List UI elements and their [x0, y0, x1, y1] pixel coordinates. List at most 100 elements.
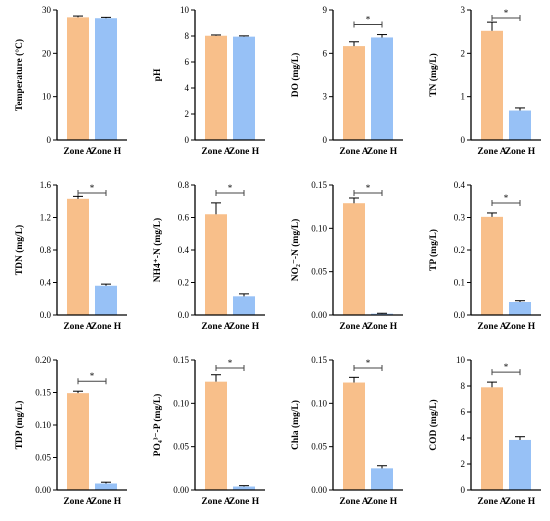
bar-zone-h: [233, 486, 255, 490]
bar-zone-h: [233, 296, 255, 315]
x-category-label: Zone A: [477, 497, 506, 507]
y-tick-label: 0.00: [311, 310, 327, 320]
significance-marker: *: [504, 362, 509, 372]
bar-zone-a: [343, 203, 365, 315]
y-tick-label: 0: [461, 485, 466, 495]
bar-zone-a: [67, 198, 89, 315]
y-tick-label: 0.00: [173, 485, 189, 495]
x-category-label: Zone A: [63, 322, 92, 332]
y-tick-label: 0: [185, 135, 190, 145]
x-category-label: Zone A: [63, 147, 92, 157]
x-category-label: Zone H: [505, 322, 536, 332]
y-axis-title: Temperature (°C): [14, 39, 25, 111]
y-axis-title: NH4⁺-N (mg/L): [152, 218, 163, 282]
significance-marker: *: [504, 8, 509, 18]
y-tick-label: 0.00: [35, 485, 51, 495]
x-category-label: Zone H: [229, 147, 260, 157]
y-tick-label: 0.05: [173, 442, 189, 452]
bar-zone-h: [95, 285, 117, 315]
y-tick-label: 1.6: [40, 180, 52, 190]
y-tick-label: 30: [42, 5, 52, 15]
y-tick-label: 8: [461, 381, 466, 391]
bar-zone-a: [67, 17, 89, 140]
y-tick-label: 8: [185, 31, 190, 41]
bar-zone-a: [343, 46, 365, 140]
significance-marker: *: [366, 183, 371, 193]
significance-marker: *: [504, 193, 509, 203]
y-axis-title: NO₂⁻-N (mg/L): [290, 219, 301, 281]
y-axis-title: DO (mg/L): [290, 53, 301, 98]
y-tick-label: 4: [461, 433, 466, 443]
y-tick-label: 10: [180, 5, 190, 15]
y-tick-label: 20: [42, 48, 52, 58]
y-tick-label: 0.3: [454, 213, 466, 223]
bar-zone-a: [481, 30, 503, 140]
y-tick-label: 0.0: [40, 310, 52, 320]
y-tick-label: 10: [456, 355, 466, 365]
y-tick-label: 0.10: [311, 223, 327, 233]
significance-marker: *: [228, 183, 233, 193]
y-tick-label: 3: [323, 92, 328, 102]
y-tick-label: 0.8: [40, 245, 52, 255]
y-tick-label: 0.6: [178, 213, 190, 223]
y-tick-label: 6: [185, 57, 190, 67]
y-tick-label: 0.20: [35, 355, 51, 365]
y-axis-title: TP (mg/L): [428, 229, 439, 271]
y-axis-title: Chla (mg/L): [290, 400, 301, 450]
y-tick-label: 0.2: [178, 278, 189, 288]
x-category-label: Zone A: [201, 147, 230, 157]
bar-zone-h: [233, 36, 255, 140]
y-tick-label: 0.0: [178, 310, 190, 320]
y-tick-label: 0: [47, 135, 52, 145]
bar-zone-a: [205, 214, 227, 315]
y-tick-label: 10: [42, 92, 52, 102]
y-tick-label: 6: [461, 407, 466, 417]
significance-marker: *: [366, 358, 371, 368]
y-tick-label: 0.15: [311, 355, 327, 365]
significance-marker: *: [366, 15, 371, 25]
bar-zone-h: [509, 302, 531, 315]
x-category-label: Zone A: [63, 497, 92, 507]
significance-marker: *: [90, 371, 95, 381]
y-tick-label: 3: [461, 5, 466, 15]
y-tick-label: 0.00: [311, 485, 327, 495]
y-tick-label: 1.2: [40, 213, 51, 223]
y-axis-title: TDP (mg/L): [14, 401, 25, 450]
bar-zone-a: [205, 381, 227, 490]
y-axis-title: TDN (mg/L): [14, 225, 25, 275]
y-tick-label: 0: [461, 135, 466, 145]
y-tick-label: 0.8: [178, 180, 190, 190]
x-category-label: Zone H: [367, 322, 398, 332]
x-category-label: Zone A: [201, 322, 230, 332]
bar-zone-h: [95, 18, 117, 140]
bar-zone-h: [371, 37, 393, 140]
x-category-label: Zone H: [505, 147, 536, 157]
y-tick-label: 0.10: [35, 420, 51, 430]
y-tick-label: 0.4: [178, 245, 190, 255]
x-category-label: Zone A: [477, 147, 506, 157]
x-category-label: Zone H: [229, 497, 260, 507]
y-tick-label: 0.05: [311, 442, 327, 452]
x-category-label: Zone H: [91, 497, 122, 507]
y-tick-label: 0.10: [173, 398, 189, 408]
y-tick-label: 6: [323, 48, 328, 58]
y-tick-label: 0.05: [311, 267, 327, 277]
x-category-label: Zone H: [229, 322, 260, 332]
significance-marker: *: [228, 358, 233, 368]
y-tick-label: 9: [323, 5, 328, 15]
y-tick-label: 0.4: [40, 278, 52, 288]
x-category-label: Zone A: [201, 497, 230, 507]
bar-zone-h: [371, 468, 393, 490]
y-tick-label: 0.2: [454, 245, 465, 255]
x-category-label: Zone A: [339, 497, 368, 507]
bar-zone-h: [509, 110, 531, 140]
